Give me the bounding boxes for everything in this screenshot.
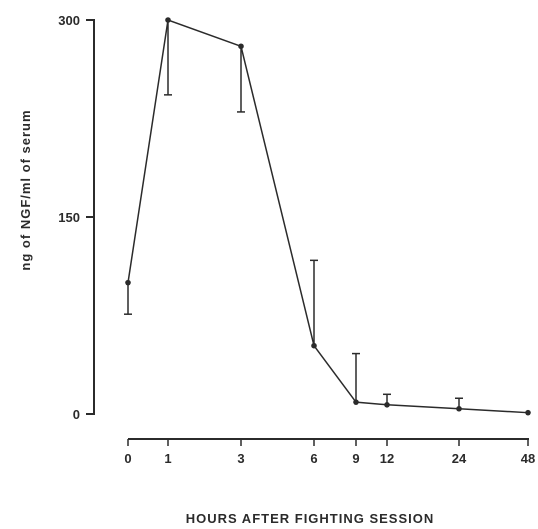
data-point xyxy=(456,405,462,412)
data-point xyxy=(525,409,531,416)
data-point xyxy=(165,17,171,23)
y-tick-label: 0 xyxy=(73,407,80,422)
x-tick-label: 0 xyxy=(124,451,131,466)
plot-area xyxy=(124,17,531,416)
data-point xyxy=(125,279,131,286)
data-point xyxy=(238,43,244,50)
x-ticks: 0 1 3 6 9 12 24 48 xyxy=(124,439,535,466)
y-axis-title: ng of NGF/ml of serum xyxy=(18,109,33,270)
x-tick-label: 1 xyxy=(164,451,171,466)
x-tick-label: 6 xyxy=(310,451,317,466)
x-tick-label: 48 xyxy=(521,451,535,466)
x-axis-title: HOURS AFTER FIGHTING SESSION xyxy=(186,511,435,526)
data-point xyxy=(311,342,317,349)
series-line xyxy=(127,18,529,414)
data-point xyxy=(353,399,359,405)
y-ticks: 0 150 300 xyxy=(58,13,94,422)
y-tick-label: 150 xyxy=(58,210,80,225)
x-tick-label: 9 xyxy=(352,451,359,466)
x-tick-label: 12 xyxy=(380,451,394,466)
x-tick-label: 24 xyxy=(452,451,467,466)
y-tick-label: 300 xyxy=(58,13,80,28)
data-point xyxy=(384,402,390,408)
x-tick-label: 3 xyxy=(237,451,244,466)
